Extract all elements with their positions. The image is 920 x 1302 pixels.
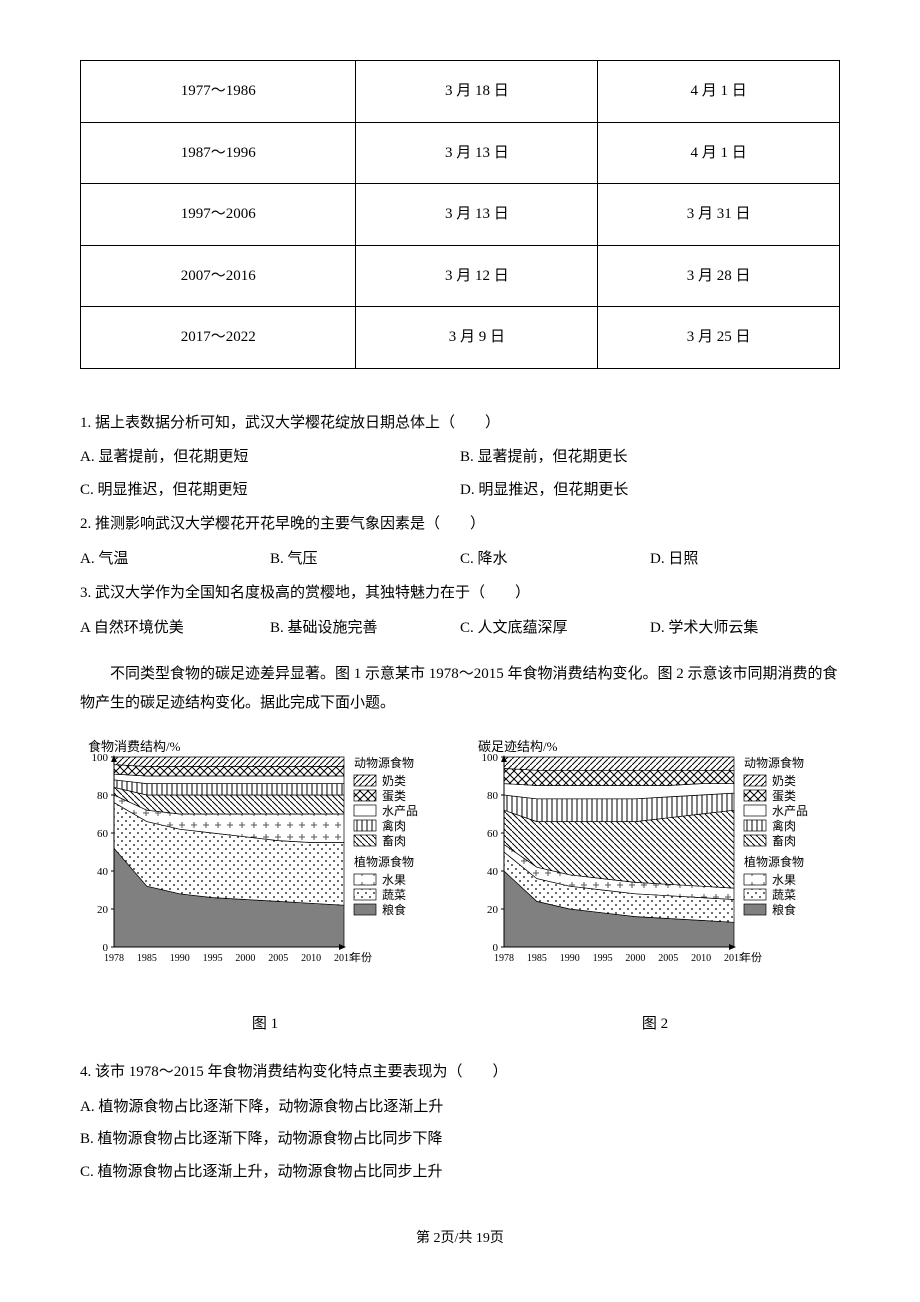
svg-text:1995: 1995 [593,953,613,964]
svg-text:1995: 1995 [203,953,223,964]
svg-text:年份: 年份 [350,950,372,964]
svg-text:1978: 1978 [104,953,124,964]
option-b: B. 气压 [270,545,460,574]
question-stem: 2. 推测影响武汉大学樱花开花早晚的主要气象因素是（ ） [80,510,840,539]
svg-text:水产品: 水产品 [382,804,418,818]
svg-text:年份: 年份 [740,950,762,964]
svg-text:禽肉: 禽肉 [382,818,406,833]
svg-text:2010: 2010 [301,953,321,964]
cell: 1977～1986 [81,61,356,123]
svg-text:动物源食物: 动物源食物 [354,755,414,770]
cell: 3 月 18 日 [356,61,598,123]
svg-text:80: 80 [97,790,109,802]
question-2: 2. 推测影响武汉大学樱花开花早晚的主要气象因素是（ ） A. 气温 B. 气压… [80,510,840,573]
svg-text:2005: 2005 [658,953,678,964]
svg-text:40: 40 [97,866,109,878]
chart-1-caption: 图 1 [80,1010,450,1039]
cell: 1987～1996 [81,122,356,184]
svg-text:蛋类: 蛋类 [382,789,406,803]
svg-text:1985: 1985 [527,953,547,964]
cell: 3 月 9 日 [356,307,598,369]
svg-text:粮食: 粮食 [382,902,406,917]
option-d: D. 明显推迟，但花期更长 [460,476,840,505]
svg-text:畜肉: 畜肉 [772,833,796,848]
svg-text:20: 20 [97,904,109,916]
option-a: A 自然环境优美 [80,614,270,643]
svg-text:畜肉: 畜肉 [382,833,406,848]
svg-text:植物源食物: 植物源食物 [354,854,414,869]
question-stem: 4. 该市 1978～2015 年食物消费结构变化特点主要表现为（ ） [80,1058,840,1087]
svg-text:60: 60 [97,828,109,840]
option-d: D. 日照 [650,545,840,574]
svg-text:2005: 2005 [268,953,288,964]
svg-text:水果: 水果 [772,873,796,887]
option-b: B. 基础设施完善 [270,614,460,643]
question-1: 1. 据上表数据分析可知，武汉大学樱花绽放日期总体上（ ） A. 显著提前，但花… [80,409,840,505]
page-footer: 第 2页/共 19页 [80,1226,840,1253]
svg-text:2000: 2000 [625,953,645,964]
svg-text:1990: 1990 [170,953,190,964]
cell: 2007～2016 [81,245,356,307]
cell: 1997～2006 [81,184,356,246]
cell: 4 月 1 日 [598,122,840,184]
option-a: A. 显著提前，但花期更短 [80,443,460,472]
cell: 3 月 31 日 [598,184,840,246]
option-c: C. 降水 [460,545,650,574]
cell: 2017～2022 [81,307,356,369]
svg-text:2010: 2010 [691,953,711,964]
data-table: 1977～19863 月 18 日4 月 1 日 1987～19963 月 13… [80,60,840,369]
svg-text:水产品: 水产品 [772,804,808,818]
option-c: C. 明显推迟，但花期更短 [80,476,460,505]
option-c: C. 植物源食物占比逐渐上升，动物源食物占比同步上升 [80,1158,840,1187]
svg-text:禽肉: 禽肉 [772,818,796,833]
option-c: C. 人文底蕴深厚 [460,614,650,643]
svg-text:80: 80 [487,790,499,802]
svg-text:蔬菜: 蔬菜 [772,888,796,902]
svg-text:碳足迹结构/%: 碳足迹结构/% [478,739,558,754]
svg-text:植物源食物: 植物源食物 [744,854,804,869]
cell: 3 月 13 日 [356,184,598,246]
svg-text:奶类: 奶类 [772,774,796,788]
table-body: 1977～19863 月 18 日4 月 1 日 1987～19963 月 13… [81,61,840,369]
chart-1-svg: 0204060801001978198519901995200020052010… [80,735,450,985]
question-stem: 1. 据上表数据分析可知，武汉大学樱花绽放日期总体上（ ） [80,409,840,438]
svg-text:40: 40 [487,866,499,878]
chart-intro: 不同类型食物的碳足迹差异显著。图 1 示意某市 1978～2015 年食物消费结… [80,660,840,717]
question-stem: 3. 武汉大学作为全国知名度极高的赏樱地，其独特魅力在于（ ） [80,579,840,608]
cell: 4 月 1 日 [598,61,840,123]
svg-text:蔬菜: 蔬菜 [382,888,406,902]
svg-text:1990: 1990 [560,953,580,964]
svg-text:食物消费结构/%: 食物消费结构/% [88,739,181,754]
svg-text:奶类: 奶类 [382,774,406,788]
chart-1: 0204060801001978198519901995200020052010… [80,735,450,1052]
svg-text:动物源食物: 动物源食物 [744,755,804,770]
question-3: 3. 武汉大学作为全国知名度极高的赏樱地，其独特魅力在于（ ） A 自然环境优美… [80,579,840,642]
question-4: 4. 该市 1978～2015 年食物消费结构变化特点主要表现为（ ） A. 植… [80,1058,840,1186]
cell: 3 月 13 日 [356,122,598,184]
svg-text:60: 60 [487,828,499,840]
option-a: A. 植物源食物占比逐渐下降，动物源食物占比逐渐上升 [80,1093,840,1122]
option-d: D. 学术大师云集 [650,614,840,643]
option-a: A. 气温 [80,545,270,574]
cell: 3 月 28 日 [598,245,840,307]
svg-text:1985: 1985 [137,953,157,964]
cell: 3 月 25 日 [598,307,840,369]
charts-row: 0204060801001978198519901995200020052010… [80,735,840,1052]
svg-text:粮食: 粮食 [772,902,796,917]
option-b: B. 植物源食物占比逐渐下降，动物源食物占比同步下降 [80,1125,840,1154]
svg-text:2000: 2000 [235,953,255,964]
cell: 3 月 12 日 [356,245,598,307]
svg-text:水果: 水果 [382,873,406,887]
svg-text:20: 20 [487,904,499,916]
option-b: B. 显著提前，但花期更长 [460,443,840,472]
svg-text:1978: 1978 [494,953,514,964]
chart-2: 0204060801001978198519901995200020052010… [470,735,840,1052]
chart-2-svg: 0204060801001978198519901995200020052010… [470,735,840,985]
chart-2-caption: 图 2 [470,1010,840,1039]
svg-text:蛋类: 蛋类 [772,789,796,803]
